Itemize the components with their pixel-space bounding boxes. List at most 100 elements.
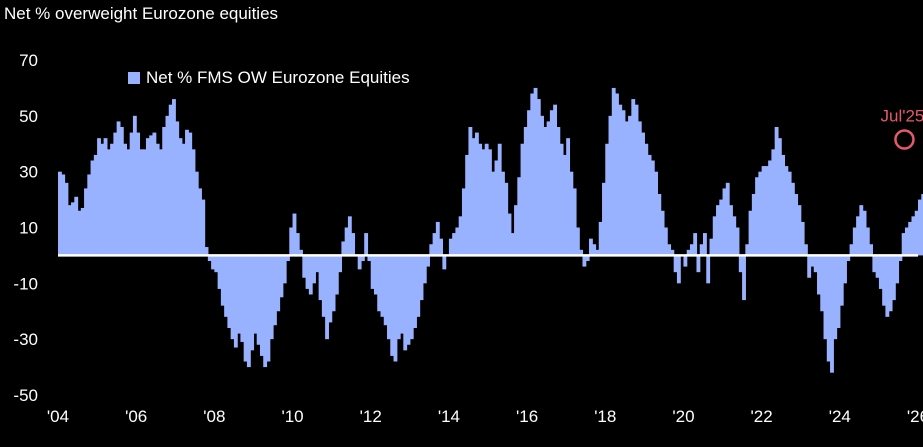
bar <box>608 115 613 256</box>
bar <box>351 233 356 256</box>
bar <box>129 132 134 256</box>
bar <box>885 255 890 317</box>
bar <box>279 255 284 298</box>
chart-subtitle: Net % overweight Eurozone equities <box>4 4 279 23</box>
bar <box>611 87 616 256</box>
bar <box>901 233 906 256</box>
bar <box>448 238 453 256</box>
y-tick-label: 30 <box>19 163 38 182</box>
bar <box>312 255 316 284</box>
bar <box>856 216 860 256</box>
bar <box>198 188 202 256</box>
bar <box>380 255 385 317</box>
bar <box>269 255 274 340</box>
bar <box>716 205 720 256</box>
bar <box>396 255 401 340</box>
bar <box>494 160 499 256</box>
x-tick-label: '18 <box>594 407 616 426</box>
bar <box>820 255 825 312</box>
bar <box>921 194 923 256</box>
bar <box>553 104 558 256</box>
bar <box>80 207 85 256</box>
bar <box>233 255 238 348</box>
bar <box>373 255 378 295</box>
bar <box>93 154 98 256</box>
bar <box>631 99 636 256</box>
bar <box>846 255 851 261</box>
bar <box>299 249 303 256</box>
bar <box>224 255 228 317</box>
bar <box>465 154 470 256</box>
bar <box>383 255 388 326</box>
bar <box>259 255 264 356</box>
bar <box>84 188 88 256</box>
bar <box>188 132 193 256</box>
bar <box>328 255 333 323</box>
bar <box>165 115 170 256</box>
y-tick-label: -10 <box>13 274 38 293</box>
bar <box>865 227 870 256</box>
bar <box>650 160 655 256</box>
bar <box>484 143 489 256</box>
bar <box>207 255 212 261</box>
bar <box>595 249 600 256</box>
bar <box>145 138 150 256</box>
bar <box>768 160 773 256</box>
bar <box>510 233 515 256</box>
bar <box>689 244 694 256</box>
x-tick-label: '06 <box>125 407 147 426</box>
bar <box>367 255 372 261</box>
bar <box>426 255 430 267</box>
bar <box>504 182 509 256</box>
bar <box>735 227 740 256</box>
bar <box>250 255 255 351</box>
bar <box>719 199 724 256</box>
bar <box>435 221 440 256</box>
bar <box>904 227 909 256</box>
bar <box>712 216 717 256</box>
bar <box>168 104 173 256</box>
bar <box>308 255 313 295</box>
bar <box>696 255 701 273</box>
bar <box>729 205 733 256</box>
bar <box>217 255 222 289</box>
bar <box>149 135 154 256</box>
bar <box>663 227 668 256</box>
bar <box>246 255 251 368</box>
bar <box>755 177 759 256</box>
bar <box>162 127 167 256</box>
bar <box>237 255 242 334</box>
bar <box>709 238 714 256</box>
bar <box>432 233 437 256</box>
bar <box>419 255 424 301</box>
bar <box>74 196 79 256</box>
bar <box>113 132 118 256</box>
bar <box>732 216 737 256</box>
bar <box>276 255 281 312</box>
highlight-circle <box>894 129 915 150</box>
bar <box>61 174 66 256</box>
bar <box>660 210 665 256</box>
bar <box>787 171 792 256</box>
bar <box>745 244 750 256</box>
bar <box>826 255 831 362</box>
bar <box>830 255 834 373</box>
bar <box>637 121 642 256</box>
bar <box>598 221 603 256</box>
bar <box>458 216 463 256</box>
bar <box>852 227 857 256</box>
bar <box>742 255 746 301</box>
bar <box>185 129 189 256</box>
bar <box>878 255 883 289</box>
bar <box>748 210 753 256</box>
bar <box>116 121 121 256</box>
bar <box>253 255 258 334</box>
bar <box>318 255 323 301</box>
bar <box>843 255 847 284</box>
bar <box>172 99 176 256</box>
bar <box>64 182 69 256</box>
bar <box>777 138 782 256</box>
bar <box>624 121 629 256</box>
bar <box>201 199 206 256</box>
bar <box>575 227 580 256</box>
